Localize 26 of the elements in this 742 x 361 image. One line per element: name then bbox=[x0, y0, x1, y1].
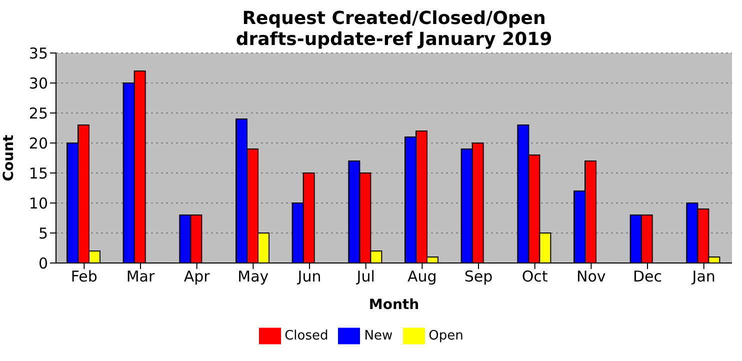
x-tick-label: Aug bbox=[408, 268, 437, 286]
x-tick-label: Jun bbox=[296, 268, 322, 286]
y-tick-label: 25 bbox=[28, 104, 48, 122]
x-tick-label: Nov bbox=[576, 268, 606, 286]
y-tick-label: 35 bbox=[28, 44, 48, 62]
y-tick-label: 20 bbox=[28, 134, 48, 152]
y-tick-label: 0 bbox=[38, 254, 48, 272]
x-axis-title: Month bbox=[368, 297, 420, 313]
x-tick-label: Mar bbox=[126, 268, 156, 286]
x-tick-label: Apr bbox=[184, 268, 211, 286]
x-tick-label: Feb bbox=[70, 268, 98, 286]
x-tick-label: Jul bbox=[356, 268, 375, 286]
chart-title: Request Created/Closed/Open drafts-update-ref January 2019 bbox=[234, 8, 554, 50]
legend-label: New bbox=[364, 328, 393, 344]
y-tick-label: 5 bbox=[38, 224, 48, 242]
x-tick-label: Jan bbox=[691, 268, 716, 286]
x-tick-label: May bbox=[238, 268, 269, 286]
legend-label: Closed bbox=[284, 328, 328, 344]
x-tick-label: Dec bbox=[632, 268, 662, 286]
y-axis-title: Count bbox=[0, 134, 17, 182]
y-tick-label: 10 bbox=[28, 194, 48, 212]
legend-label: Open bbox=[428, 328, 464, 344]
y-tick-label: 15 bbox=[28, 164, 48, 182]
x-tick-label: Oct bbox=[522, 268, 548, 286]
x-tick-label: Sep bbox=[464, 268, 493, 286]
y-tick-label: 30 bbox=[28, 74, 48, 92]
